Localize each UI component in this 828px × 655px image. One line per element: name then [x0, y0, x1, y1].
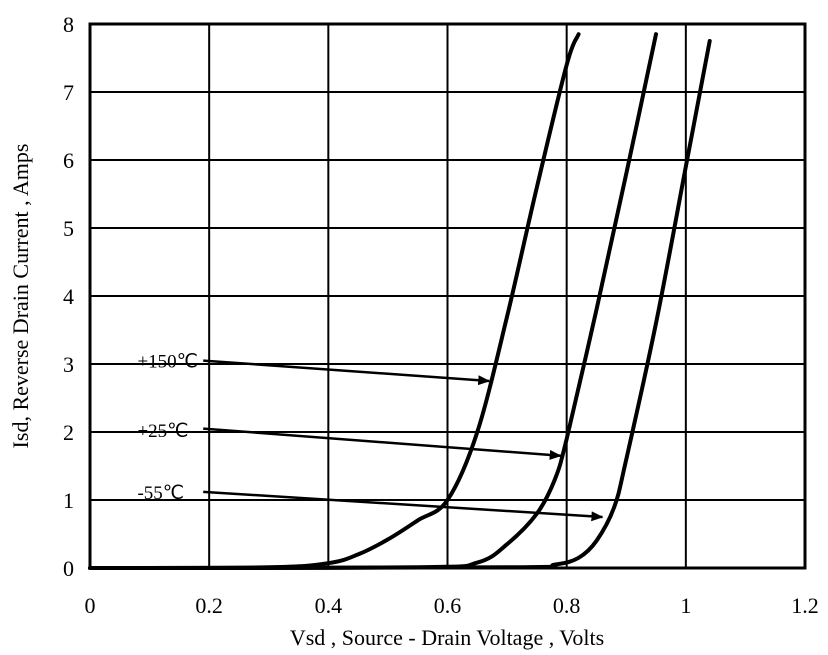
tick-labels: 0 0.2 0.4 0.6 0.8 1 1.2 0 1 2 3 4 5 6 7 8 — [63, 12, 819, 618]
y-tick-label: 8 — [63, 12, 74, 37]
series-line-2 — [88, 39, 712, 570]
y-tick-label: 4 — [63, 284, 74, 309]
x-tick-label: 0.6 — [434, 593, 462, 618]
annotation-arrow — [203, 490, 604, 522]
annotation-label: +150℃ — [137, 352, 198, 373]
x-tick-label: 1 — [680, 593, 691, 618]
x-tick-label: 0 — [85, 593, 96, 618]
y-tick-label: 1 — [63, 488, 74, 513]
y-axis-title: Isd, Reverse Drain Current , Amps — [8, 144, 33, 449]
annotation-label: +25℃ — [137, 421, 188, 442]
series-line-0 — [88, 32, 581, 570]
y-tick-label: 2 — [63, 420, 74, 445]
x-tick-label: 1.2 — [791, 593, 819, 618]
curves — [88, 32, 712, 570]
x-tick-label: 0.2 — [195, 593, 223, 618]
x-tick-label: 0.8 — [553, 593, 581, 618]
annotation-label: -55℃ — [137, 483, 184, 504]
y-tick-label: 0 — [63, 556, 74, 581]
annotations: +150℃ +25℃ -55℃ — [137, 352, 604, 522]
annotation-arrow — [203, 359, 491, 386]
y-tick-label: 3 — [63, 352, 74, 377]
x-axis-title: Vsd , Source - Drain Voltage , Volts — [290, 625, 604, 650]
x-tick-label: 0.4 — [315, 593, 343, 618]
y-tick-label: 6 — [63, 148, 74, 173]
y-tick-label: 7 — [63, 80, 74, 105]
annotation-arrow — [203, 427, 562, 460]
y-tick-label: 5 — [63, 216, 74, 241]
